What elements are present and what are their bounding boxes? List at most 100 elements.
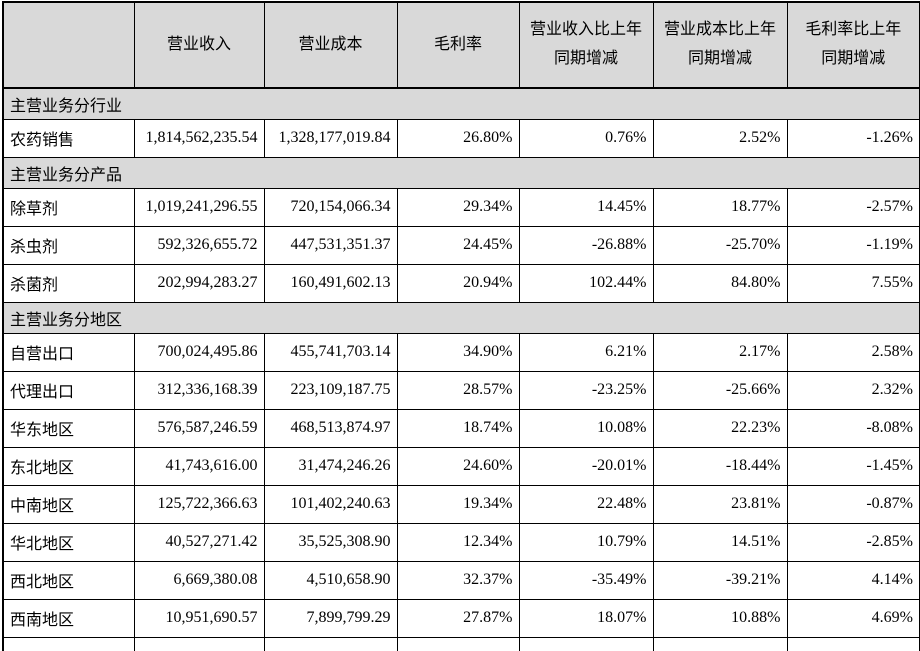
cell-empty (2, 636, 135, 651)
column-header-revenue-yoy: 营业收入比上年同期增减 (518, 1, 654, 89)
cell-value: 2.58% (786, 332, 920, 372)
cell-value: -18.44% (652, 446, 788, 486)
cell-value: 34.90% (396, 332, 520, 372)
cell-value: 32.37% (396, 560, 520, 600)
row-label: 杀菌剂 (2, 263, 135, 303)
table-row: 东北地区 41,743,616.00 31,474,246.26 24.60% -20.… (2, 446, 920, 486)
column-header-revenue: 营业收入 (133, 1, 265, 89)
row-label: 自营出口 (2, 332, 135, 372)
cell-value: 19.34% (396, 484, 520, 524)
cell-value: 447,531,351.37 (263, 225, 398, 265)
cell-value: 7.55% (786, 263, 920, 303)
column-header-blank (2, 1, 135, 89)
cell-value: 160,491,602.13 (263, 263, 398, 303)
cell-value: -0.87% (786, 484, 920, 524)
row-label: 西南地区 (2, 598, 135, 638)
cell-value: 1,814,562,235.54 (133, 118, 265, 158)
cell-value: 22.23% (652, 408, 788, 448)
column-header-cost-yoy: 营业成本比上年同期增减 (652, 1, 788, 89)
cell-value: 223,109,187.75 (263, 370, 398, 410)
cell-value: 40,527,271.42 (133, 522, 265, 562)
cell-value: 102.44% (518, 263, 654, 303)
table-row: 华北地区 40,527,271.42 35,525,308.90 12.34% 10.7… (2, 522, 920, 562)
cell-value: 592,326,655.72 (133, 225, 265, 265)
row-label: 代理出口 (2, 370, 135, 410)
table-row: 农药销售 1,814,562,235.54 1,328,177,019.84 26.8… (2, 118, 920, 158)
cell-value: 7,899,799.29 (263, 598, 398, 638)
cell-value: 312,336,168.39 (133, 370, 265, 410)
cell-value: 18.77% (652, 187, 788, 227)
cell-value: 1,328,177,019.84 (263, 118, 398, 158)
cell-value: -26.88% (518, 225, 654, 265)
section-row: 主营业务分地区 (2, 301, 920, 334)
cell-value: 4,510,658.90 (263, 560, 398, 600)
table-row: 除草剂 1,019,241,296.55 720,154,066.34 29.34% 1… (2, 187, 920, 227)
cell-value: -2.57% (786, 187, 920, 227)
cell-value: 468,513,874.97 (263, 408, 398, 448)
cell-value: 35,525,308.90 (263, 522, 398, 562)
cell-value: 720,154,066.34 (263, 187, 398, 227)
cell-value: 31,474,246.26 (263, 446, 398, 486)
cell-value: 23.81% (652, 484, 788, 524)
cell-value: 41,743,616.00 (133, 446, 265, 486)
row-label: 东北地区 (2, 446, 135, 486)
cell-value: 2.17% (652, 332, 788, 372)
row-label: 除草剂 (2, 187, 135, 227)
cell-value: 24.45% (396, 225, 520, 265)
cell-empty (652, 636, 788, 651)
cell-value: 29.34% (396, 187, 520, 227)
row-label: 西北地区 (2, 560, 135, 600)
cell-value: 4.69% (786, 598, 920, 638)
row-label: 杀虫剂 (2, 225, 135, 265)
cell-value: 18.74% (396, 408, 520, 448)
cell-value: 101,402,240.63 (263, 484, 398, 524)
partial-row (2, 636, 920, 651)
header-row: 营业收入 营业成本 毛利率 营业收入比上年同期增减 营业成本比上年同期增减 毛利… (2, 1, 920, 89)
cell-value: 10.08% (518, 408, 654, 448)
cell-value: -1.26% (786, 118, 920, 158)
table-row: 杀虫剂 592,326,655.72 447,531,351.37 24.45% -26… (2, 225, 920, 265)
row-label: 华北地区 (2, 522, 135, 562)
cell-empty (263, 636, 398, 651)
cell-value: 202,994,283.27 (133, 263, 265, 303)
table-row: 华东地区 576,587,246.59 468,513,874.97 18.74% 10… (2, 408, 920, 448)
cell-value: 455,741,703.14 (263, 332, 398, 372)
cell-value: 12.34% (396, 522, 520, 562)
table-row: 西南地区 10,951,690.57 7,899,799.29 27.87% 18.07… (2, 598, 920, 638)
cell-value: 10.88% (652, 598, 788, 638)
section-row: 主营业务分产品 (2, 156, 920, 189)
cell-value: 26.80% (396, 118, 520, 158)
column-header-cost: 营业成本 (263, 1, 398, 89)
cell-value: -8.08% (786, 408, 920, 448)
cell-value: 6,669,380.08 (133, 560, 265, 600)
table-row: 代理出口 312,336,168.39 223,109,187.75 28.57% -2… (2, 370, 920, 410)
cell-value: 84.80% (652, 263, 788, 303)
cell-value: -1.45% (786, 446, 920, 486)
cell-value: 1,019,241,296.55 (133, 187, 265, 227)
cell-value: 14.51% (652, 522, 788, 562)
cell-value: 20.94% (396, 263, 520, 303)
cell-value: 6.21% (518, 332, 654, 372)
cell-empty (518, 636, 654, 651)
column-header-gross-margin: 毛利率 (396, 1, 520, 89)
cell-value: -1.19% (786, 225, 920, 265)
table-body: 主营业务分行业 农药销售 1,814,562,235.54 1,328,177,019… (2, 87, 920, 651)
table-row: 自营出口 700,024,495.86 455,741,703.14 34.90% 6.… (2, 332, 920, 372)
table-header: 营业收入 营业成本 毛利率 营业收入比上年同期增减 营业成本比上年同期增减 毛利… (2, 1, 920, 89)
cell-value: -39.21% (652, 560, 788, 600)
cell-value: 24.60% (396, 446, 520, 486)
cell-value: 576,587,246.59 (133, 408, 265, 448)
cell-value: 27.87% (396, 598, 520, 638)
row-label: 华东地区 (2, 408, 135, 448)
cell-value: 14.45% (518, 187, 654, 227)
section-title: 主营业务分地区 (2, 301, 920, 334)
section-row: 主营业务分行业 (2, 87, 920, 120)
section-title: 主营业务分行业 (2, 87, 920, 120)
cell-value: -25.66% (652, 370, 788, 410)
table-row: 中南地区 125,722,366.63 101,402,240.63 19.34% 22… (2, 484, 920, 524)
cell-value: 22.48% (518, 484, 654, 524)
cell-value: 700,024,495.86 (133, 332, 265, 372)
cell-value: 4.14% (786, 560, 920, 600)
row-label: 农药销售 (2, 118, 135, 158)
